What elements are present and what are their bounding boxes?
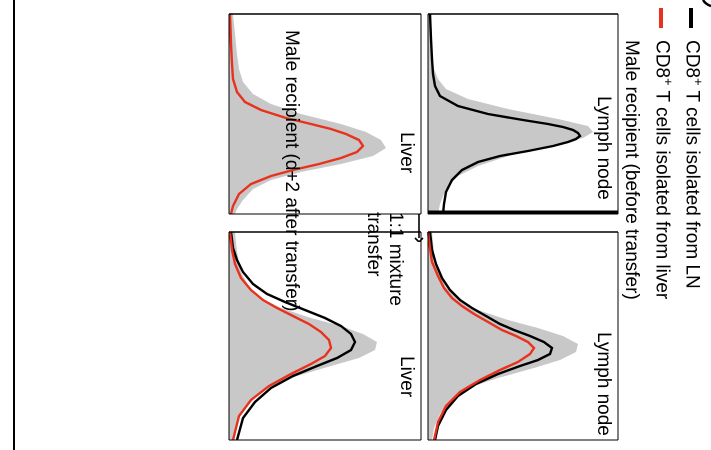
legend-line-liver — [659, 8, 663, 28]
ln-curve — [428, 231, 554, 441]
transfer-note-line2: transfer — [363, 212, 384, 277]
bg-hist — [428, 14, 593, 214]
panel-label-before-lymph: Lymph node — [593, 96, 614, 200]
legend-liver-sup: + — [661, 78, 676, 86]
legend-item-liver: CD8+ T cells isolated from liver — [651, 40, 676, 300]
condition-label-after: Male recipient (d+2 after transfer) — [281, 30, 302, 312]
corner-arc — [701, 0, 711, 8]
left-rule — [13, 0, 15, 450]
legend-line-ln — [689, 8, 693, 28]
panel-after-liver: Liver — [228, 231, 422, 441]
condition-label-before: Male recipient (before transfer) — [621, 40, 642, 300]
bg-hist — [229, 14, 386, 214]
legend-liver-suffix: T cells isolated from liver — [651, 85, 673, 300]
legend-ln-sup: + — [691, 78, 706, 86]
legend-item-ln: CD8+ T cells isolated from LN — [681, 40, 706, 289]
panel-label-before-liver: Liver — [396, 132, 417, 174]
panel-before-liver: Liver — [228, 13, 422, 215]
transfer-note-line1: 1:1 mixture — [385, 212, 406, 306]
panel-label-after-lymph: Lymph node — [593, 332, 614, 436]
transfer-arrow — [414, 214, 424, 242]
histogram-before-lymph — [427, 13, 619, 215]
panel-after-lymph-node: Lymph node — [426, 231, 619, 441]
histogram-after-lymph — [426, 231, 619, 441]
liver-curve — [426, 231, 536, 441]
legend-ln-suffix: T cells isolated from LN — [681, 85, 703, 289]
panel-before-lymph-node: Lymph node — [427, 13, 619, 215]
legend-liver-prefix: CD8 — [651, 40, 673, 79]
liver-curve — [228, 13, 365, 215]
ln-curve — [428, 13, 582, 215]
histogram-before-liver — [228, 13, 422, 215]
histogram-after-liver — [228, 231, 422, 441]
legend-ln-prefix: CD8 — [681, 40, 703, 79]
ln-curve — [229, 231, 357, 441]
bg-hist — [428, 232, 578, 440]
panel-label-after-liver: Liver — [396, 356, 417, 398]
liver-curve — [228, 231, 333, 441]
